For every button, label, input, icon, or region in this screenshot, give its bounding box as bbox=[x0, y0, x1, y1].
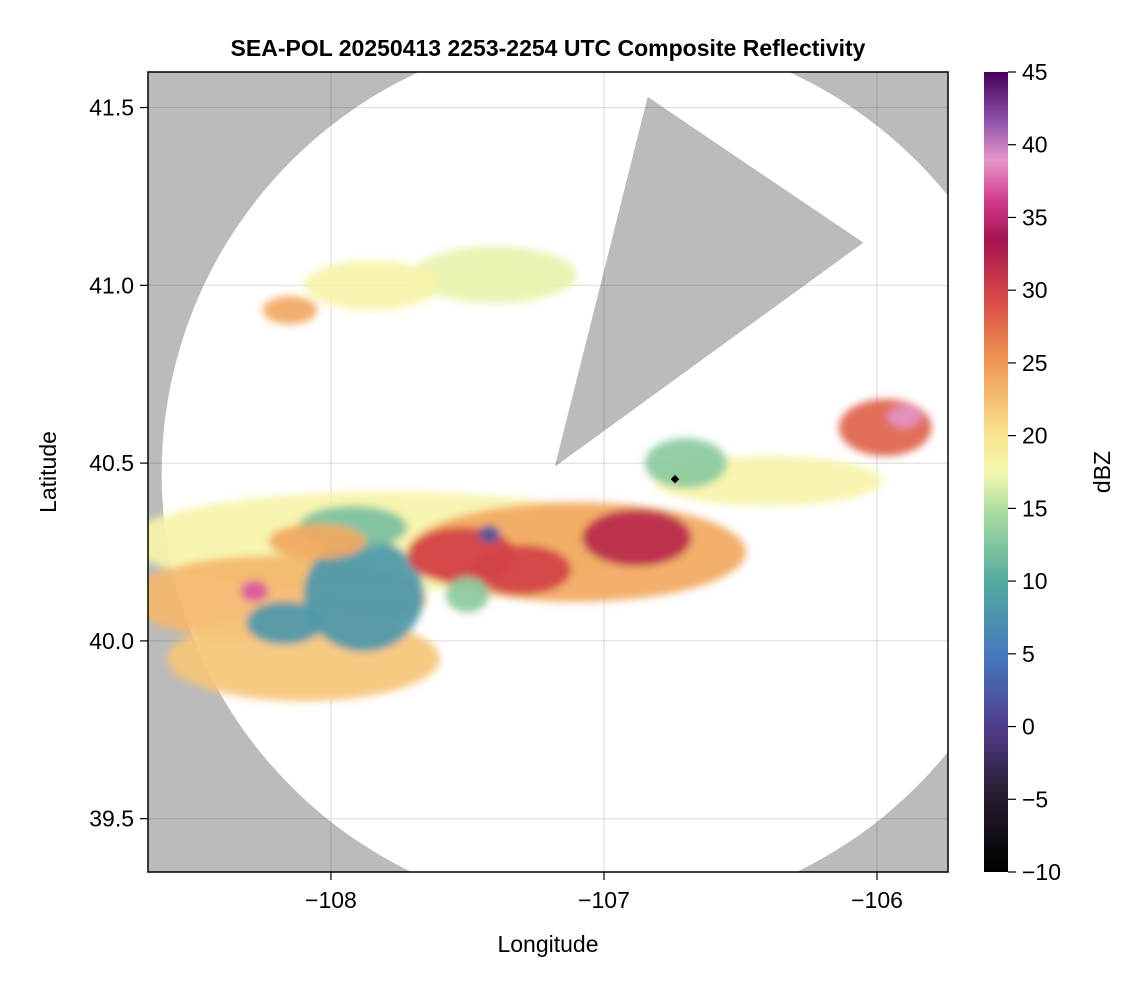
colorbar-ticks: −10 −5 0 5 10 15 20 25 30 35 40 45 bbox=[1008, 59, 1061, 885]
colorbar-tick-label: 20 bbox=[1022, 423, 1048, 449]
colorbar-tick-label: −5 bbox=[1022, 786, 1048, 812]
y-axis-label: Latitude bbox=[35, 431, 61, 513]
echo-region bbox=[445, 576, 490, 613]
colorbar: −10 −5 0 5 10 15 20 25 30 35 40 45 dBZ bbox=[984, 59, 1115, 885]
echo-region bbox=[644, 438, 727, 488]
chart-title: SEA-POL 20250413 2253-2254 UTC Composite… bbox=[231, 35, 866, 61]
y-tick-label: 41.0 bbox=[89, 272, 134, 298]
echo-region bbox=[887, 406, 921, 428]
plot-area bbox=[148, 72, 948, 872]
colorbar-tick-label: 35 bbox=[1022, 204, 1048, 230]
colorbar-tick-label: 40 bbox=[1022, 132, 1048, 158]
y-tick-label: 39.5 bbox=[89, 806, 134, 832]
echo-region bbox=[262, 296, 318, 325]
radar-site-marker bbox=[670, 474, 680, 484]
colorbar-tick-label: 30 bbox=[1022, 277, 1048, 303]
echo-region bbox=[412, 246, 577, 304]
colorbar-tick-label: −10 bbox=[1022, 859, 1061, 885]
plot-frame bbox=[147, 71, 949, 873]
colorbar-gradient bbox=[984, 72, 1008, 872]
colorbar-tick-label: 25 bbox=[1022, 350, 1048, 376]
echo-region bbox=[838, 399, 932, 456]
echo-region bbox=[472, 544, 572, 595]
colorbar-tick-label: 5 bbox=[1022, 641, 1035, 667]
y-axis-ticks: 39.5 40.0 40.5 41.0 41.5 bbox=[89, 95, 148, 832]
echo-region bbox=[303, 260, 441, 311]
echo-region bbox=[246, 601, 323, 645]
colorbar-label: dBZ bbox=[1089, 451, 1115, 493]
x-tick-label: −108 bbox=[305, 887, 357, 913]
x-axis-ticks: −108 −107 −106 bbox=[305, 872, 903, 913]
colorbar-tick-label: 45 bbox=[1022, 59, 1048, 85]
y-tick-label: 40.5 bbox=[89, 450, 134, 476]
y-tick-label: 40.0 bbox=[89, 628, 134, 654]
blocked-sector bbox=[554, 96, 864, 467]
x-tick-label: −106 bbox=[851, 887, 903, 913]
colorbar-tick-label: 0 bbox=[1022, 714, 1035, 740]
echo-regions bbox=[148, 246, 932, 702]
colorbar-tick-label: 15 bbox=[1022, 495, 1048, 521]
echo-region bbox=[478, 525, 501, 544]
colorbar-tick-label: 10 bbox=[1022, 568, 1048, 594]
echo-region bbox=[240, 580, 269, 602]
echo-region bbox=[303, 537, 424, 652]
y-tick-label: 41.5 bbox=[89, 95, 134, 121]
echo-region bbox=[582, 509, 692, 567]
x-axis-label: Longitude bbox=[497, 931, 598, 957]
x-tick-label: −107 bbox=[578, 887, 630, 913]
echo-region bbox=[268, 523, 367, 560]
